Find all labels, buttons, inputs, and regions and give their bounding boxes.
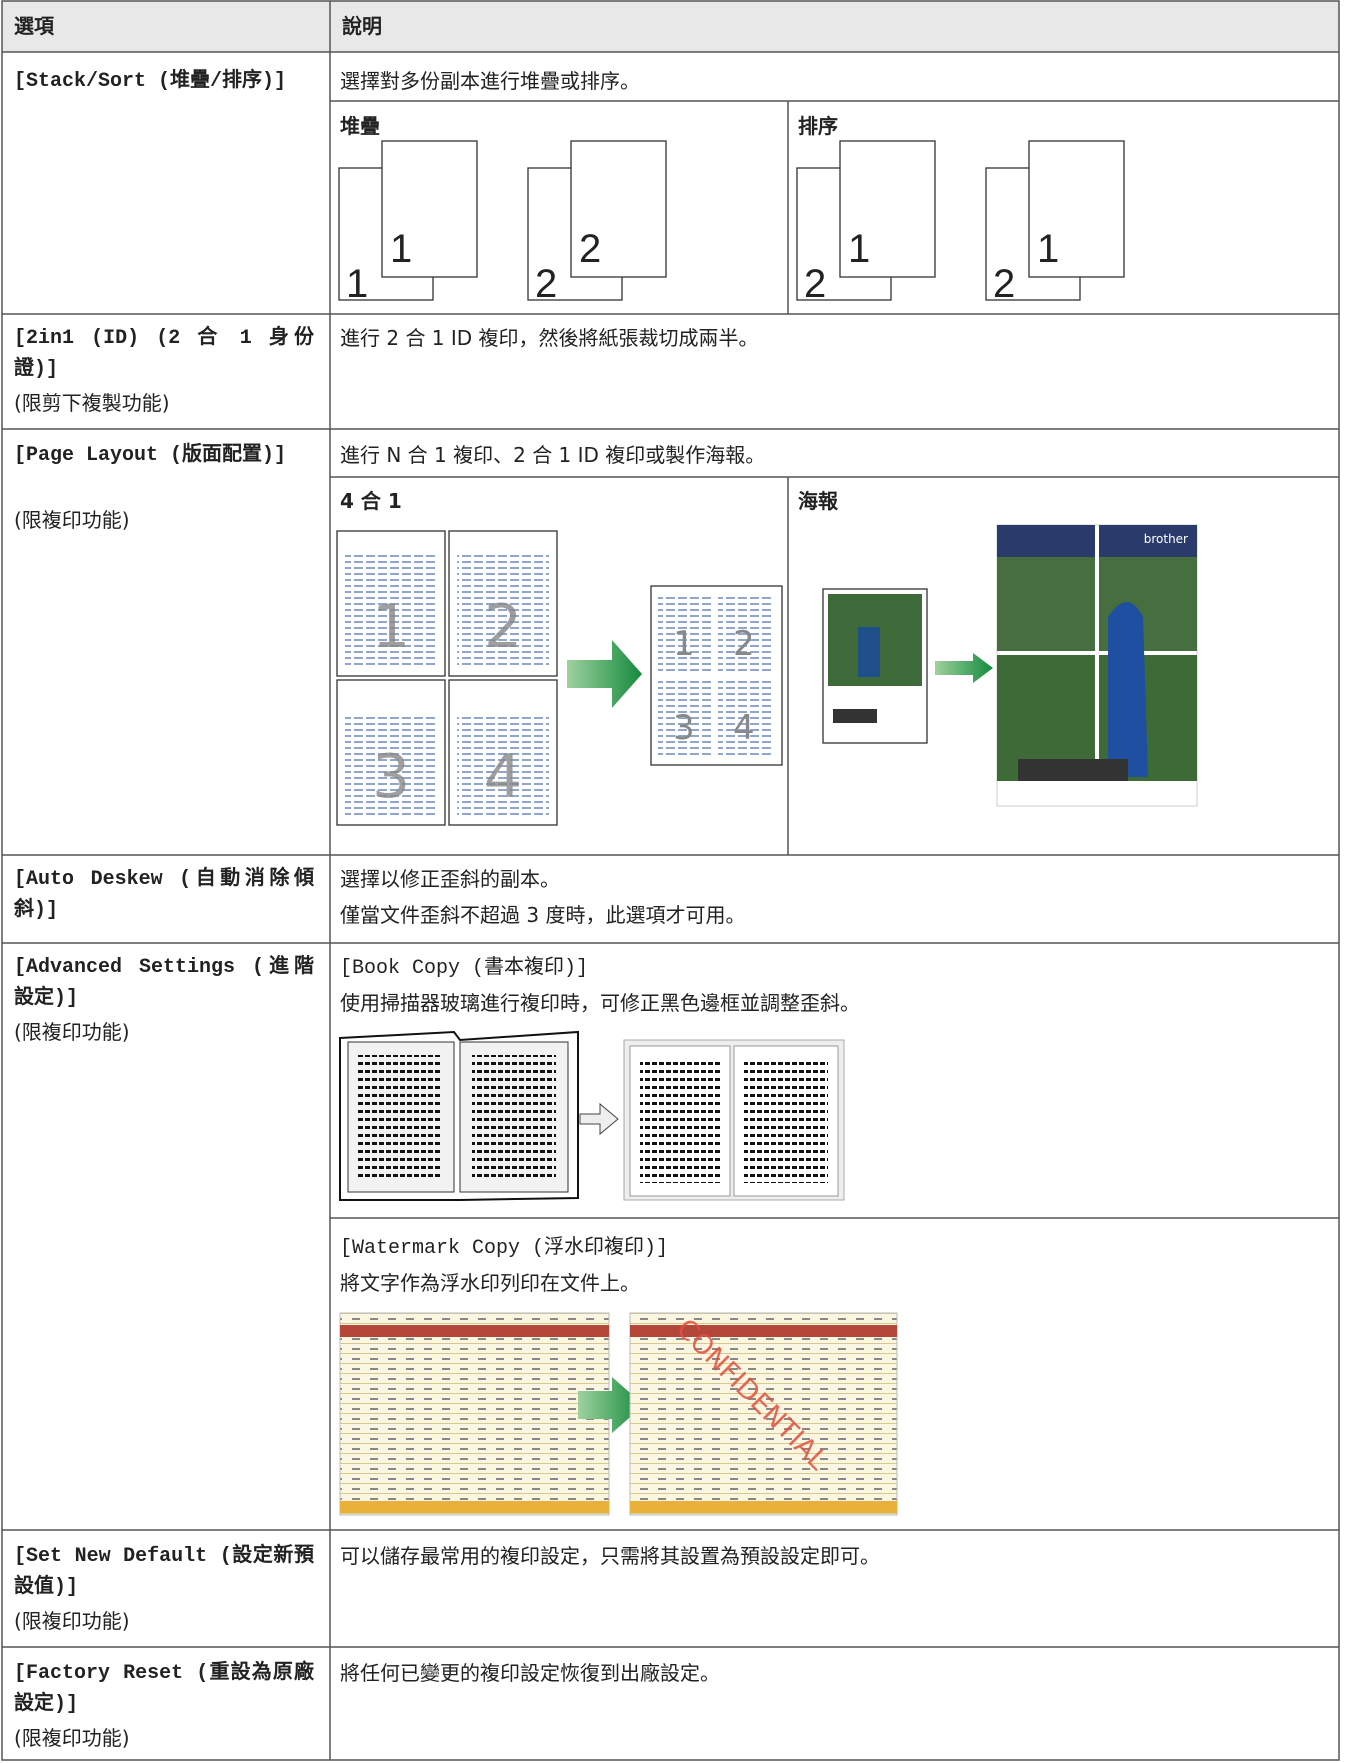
page-number: 4 [733,708,755,748]
description: 進行 2 合 1 ID 複印，然後將紙張裁切成兩半。 [340,326,759,350]
page-number: 2 [733,624,755,664]
option: [Page Layout (版面配置)] [14,444,287,467]
page-number: 1 [1037,227,1059,271]
page-number: 3 [372,742,410,812]
panel-label: 排序 [798,114,838,138]
page-number: 2 [804,262,826,306]
description: 選擇以修正歪斜的副本。 [340,867,560,891]
header-description: 說明 [342,14,382,38]
page-number: 4 [484,742,522,812]
section-text: 使用掃描器玻璃進行複印時，可修正黑色邊框並調整歪斜。 [340,991,860,1015]
page-number: 1 [848,227,870,271]
option-note: (限複印功能) [14,508,130,532]
description: 將任何已變更的複印設定恢復到出廠設定。 [340,1661,720,1685]
page-number: 2 [993,262,1015,306]
page-number: 2 [535,262,557,306]
option: [2in1 (ID) (2 合 1 身份證)] [14,327,314,381]
panel-label: 4 合 1 [340,489,402,513]
option: [Factory Reset (重設為原廠設定)] [14,1662,314,1716]
description: 進行 N 合 1 複印、2 合 1 ID 複印或製作海報。 [340,443,766,467]
page-number: 2 [579,227,601,271]
sort-illustration: 2 1 2 1 [796,140,1125,306]
section-text: 將文字作為浮水印列印在文件上。 [340,1271,640,1295]
watermark-illustration: CONFIDENTIAL [339,1312,898,1516]
option: [Advanced Settings (進階設定)] [14,956,314,1010]
option: [Set New Default (設定新預設值)] [14,1545,314,1599]
description: 僅當文件歪斜不超過 3 度時，此選項才可用。 [340,903,746,927]
poster-illustration: brother [822,524,1198,807]
brand: brother [1144,532,1188,546]
option-note: (限剪下複製功能) [14,391,170,415]
page-number: 1 [372,592,410,662]
option-note: (限複印功能) [14,1020,130,1044]
panel-label: 堆疊 [340,114,380,138]
page-number: 1 [346,262,368,306]
page-number: 3 [673,708,695,748]
page-number: 1 [673,624,695,664]
page-number: 2 [484,592,522,662]
option-note: (限複印功能) [14,1609,130,1633]
page-number: 1 [390,227,412,271]
section-title: [Book Copy (書本複印)] [340,957,589,980]
option: [Auto Deskew (自動消除傾斜)] [14,868,314,922]
description: 選擇對多份副本進行堆疊或排序。 [340,69,640,93]
description: 可以儲存最常用的複印設定，只需將其設置為預設設定即可。 [340,1544,880,1568]
book-copy-illustration [339,1030,845,1201]
header-option: 選項 [14,14,54,38]
option-note: (限複印功能) [14,1726,130,1750]
four-in-one-illustration: 1 2 3 4 1 2 3 4 [336,530,783,826]
stack-illustration: 1 1 2 2 [338,140,667,306]
section-title: [Watermark Copy (浮水印複印)] [340,1237,669,1260]
panel-label: 海報 [798,489,838,513]
option: [Stack/Sort (堆疊/排序)] [14,70,287,93]
